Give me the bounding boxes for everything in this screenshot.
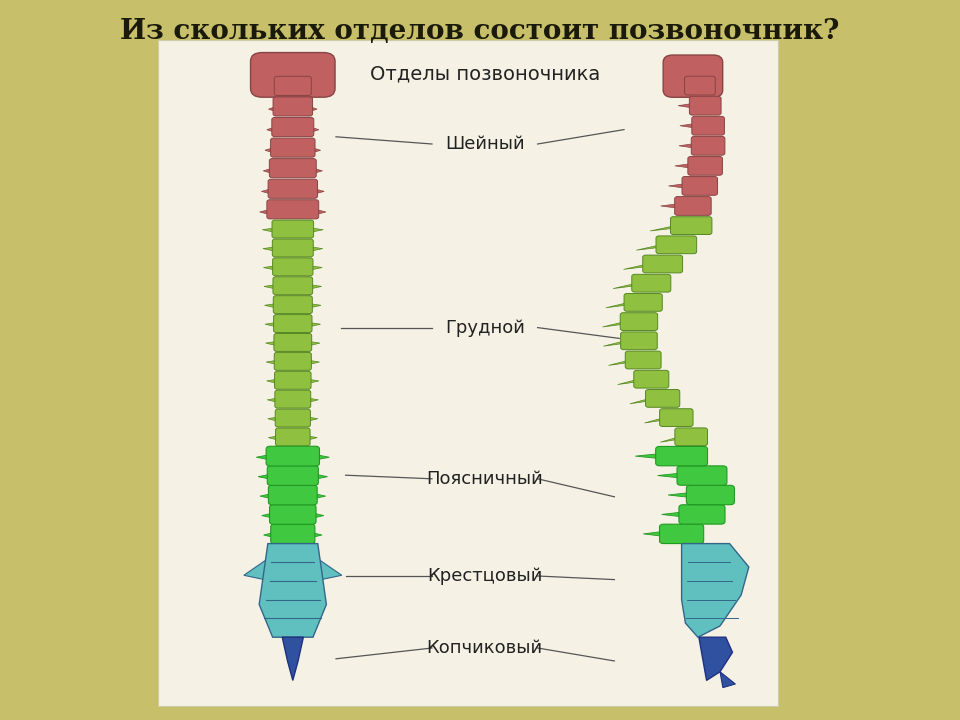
Ellipse shape (430, 330, 530, 390)
FancyBboxPatch shape (656, 446, 708, 466)
Polygon shape (263, 266, 276, 270)
Polygon shape (720, 672, 735, 688)
Polygon shape (644, 418, 662, 423)
Polygon shape (262, 513, 274, 518)
FancyBboxPatch shape (625, 351, 661, 369)
Ellipse shape (33, 92, 927, 628)
Ellipse shape (0, 32, 960, 688)
Ellipse shape (281, 240, 679, 480)
FancyBboxPatch shape (274, 315, 312, 333)
Polygon shape (650, 226, 673, 231)
Polygon shape (674, 84, 687, 88)
Polygon shape (256, 454, 270, 460)
FancyBboxPatch shape (275, 372, 311, 390)
Polygon shape (316, 210, 326, 215)
FancyBboxPatch shape (266, 446, 320, 466)
FancyBboxPatch shape (275, 390, 311, 408)
Polygon shape (266, 341, 276, 346)
Polygon shape (307, 436, 317, 440)
FancyBboxPatch shape (273, 276, 313, 294)
Polygon shape (307, 417, 318, 421)
FancyBboxPatch shape (270, 505, 316, 524)
FancyBboxPatch shape (269, 485, 317, 505)
Polygon shape (261, 189, 271, 194)
FancyBboxPatch shape (158, 40, 778, 706)
Polygon shape (265, 148, 274, 153)
FancyBboxPatch shape (275, 76, 311, 96)
FancyBboxPatch shape (276, 409, 310, 427)
FancyBboxPatch shape (675, 197, 711, 215)
Polygon shape (310, 247, 323, 251)
FancyBboxPatch shape (691, 136, 725, 156)
FancyBboxPatch shape (272, 220, 314, 238)
Polygon shape (668, 184, 684, 188)
FancyBboxPatch shape (632, 274, 671, 292)
Polygon shape (309, 323, 321, 327)
Polygon shape (316, 454, 329, 460)
Polygon shape (308, 86, 315, 91)
Polygon shape (263, 168, 273, 174)
Polygon shape (668, 492, 690, 498)
Polygon shape (268, 417, 278, 421)
FancyBboxPatch shape (271, 138, 315, 157)
Polygon shape (311, 228, 324, 233)
FancyBboxPatch shape (663, 55, 723, 97)
Polygon shape (267, 379, 277, 384)
FancyBboxPatch shape (670, 217, 712, 235)
Polygon shape (660, 204, 678, 208)
Ellipse shape (0, 62, 960, 658)
Polygon shape (268, 436, 278, 440)
FancyBboxPatch shape (274, 333, 312, 351)
FancyBboxPatch shape (275, 352, 311, 370)
Ellipse shape (231, 211, 729, 509)
Polygon shape (606, 303, 627, 307)
Polygon shape (312, 513, 324, 518)
FancyBboxPatch shape (274, 296, 312, 314)
Polygon shape (265, 304, 276, 308)
Text: Поясничный: Поясничный (426, 470, 543, 488)
Text: Копчиковый: Копчиковый (427, 639, 542, 657)
Polygon shape (309, 304, 321, 308)
Polygon shape (311, 127, 319, 132)
Ellipse shape (83, 122, 877, 598)
Polygon shape (267, 398, 277, 402)
Ellipse shape (381, 300, 579, 420)
FancyBboxPatch shape (251, 53, 335, 97)
FancyBboxPatch shape (660, 409, 693, 426)
Text: Из скольких отделов состоит позвоночник?: Из скольких отделов состоит позвоночник? (120, 18, 840, 45)
Polygon shape (661, 512, 683, 517)
Polygon shape (623, 264, 646, 269)
FancyBboxPatch shape (675, 428, 708, 446)
Polygon shape (264, 532, 275, 538)
FancyBboxPatch shape (688, 156, 723, 175)
Polygon shape (260, 493, 273, 499)
Polygon shape (604, 341, 623, 346)
Polygon shape (309, 341, 320, 346)
Polygon shape (310, 266, 323, 270)
Text: Грудной: Грудной (444, 318, 525, 337)
Polygon shape (315, 474, 327, 480)
FancyBboxPatch shape (276, 428, 310, 446)
FancyBboxPatch shape (689, 96, 721, 115)
Ellipse shape (331, 271, 629, 449)
FancyBboxPatch shape (656, 236, 697, 253)
Polygon shape (258, 474, 271, 480)
Polygon shape (282, 637, 303, 680)
Text: Отделы позвоночника: Отделы позвоночника (370, 65, 600, 84)
FancyBboxPatch shape (620, 332, 658, 350)
Polygon shape (308, 379, 319, 384)
Ellipse shape (182, 181, 778, 539)
FancyBboxPatch shape (273, 239, 313, 257)
FancyBboxPatch shape (634, 370, 669, 388)
Polygon shape (312, 148, 321, 153)
Polygon shape (613, 284, 635, 289)
